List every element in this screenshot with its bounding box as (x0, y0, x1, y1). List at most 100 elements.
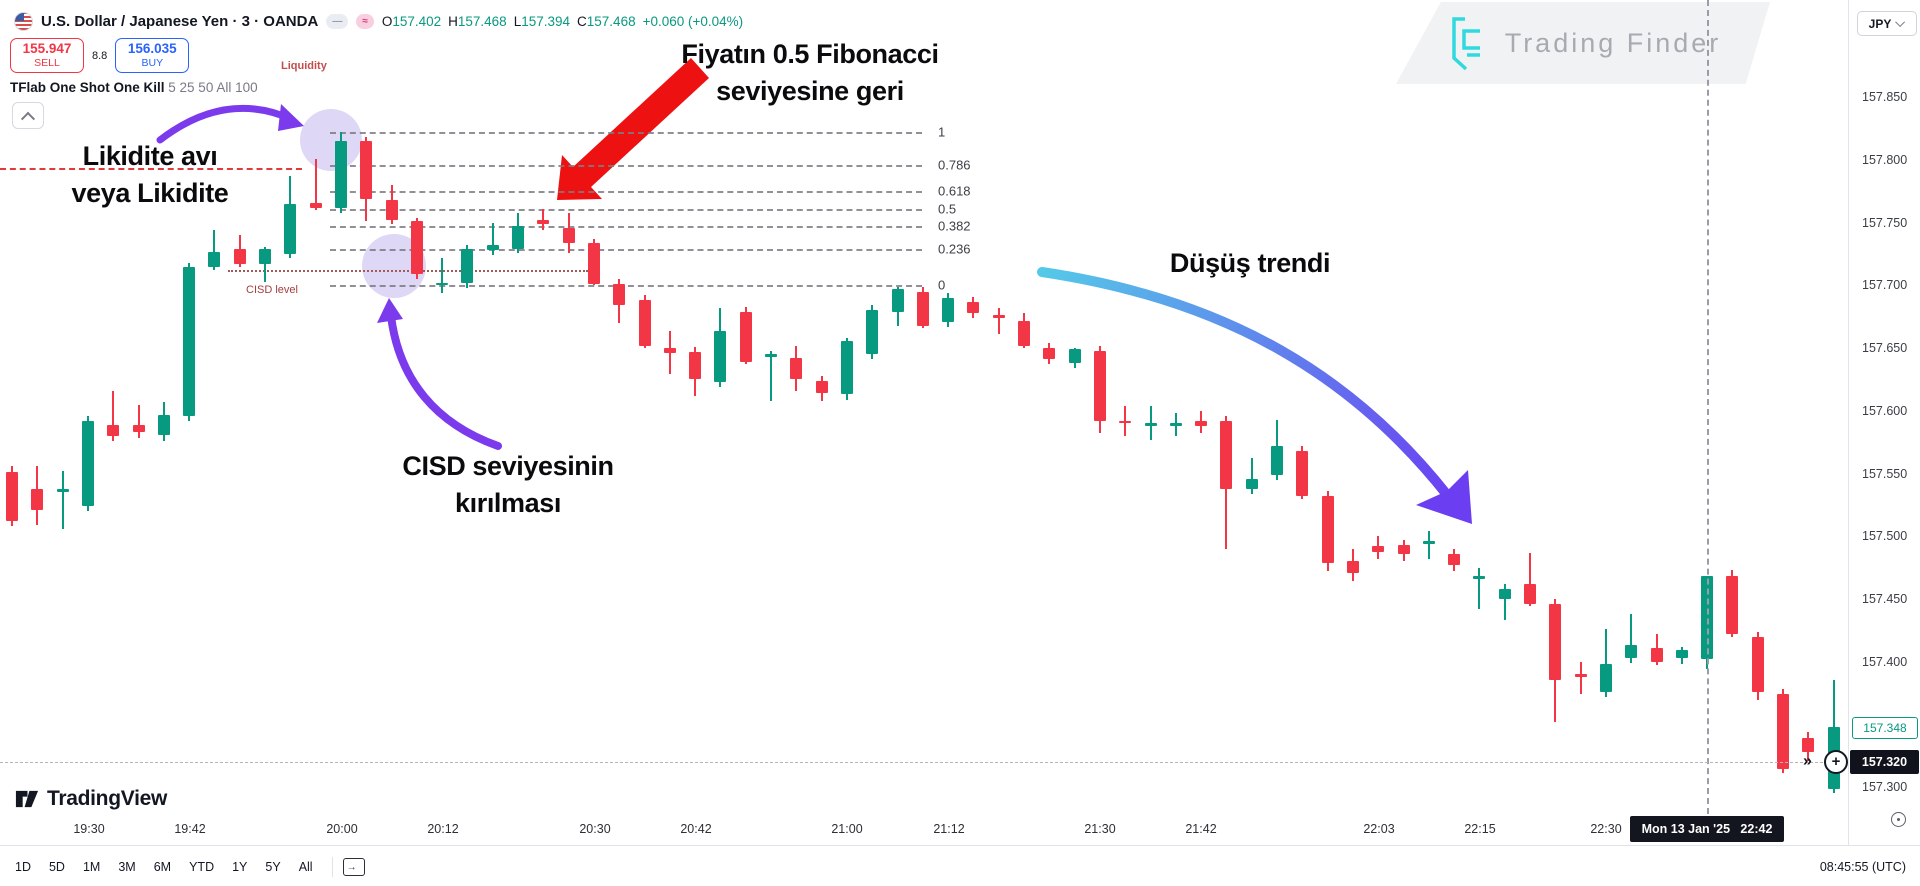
range-button-1m[interactable]: 1M (82, 859, 101, 874)
price-scale-settings-icon[interactable] (1891, 812, 1906, 827)
wave-indicator-pill-icon[interactable]: ≈ (356, 14, 374, 29)
candle-wick (491, 222, 494, 256)
fib-label: 0.382 (938, 218, 971, 234)
buy-button[interactable]: 156.035 BUY (115, 38, 190, 73)
candle (1220, 420, 1233, 489)
time-label: 20:30 (579, 822, 611, 836)
range-button-3m[interactable]: 3M (118, 859, 136, 874)
hidden-indicator-pill-icon[interactable]: — (326, 14, 349, 29)
fib-label: 0.786 (938, 157, 971, 173)
symbol-title-row[interactable]: U.S. Dollar / Japanese Yen · 3 · OANDA —… (14, 12, 743, 31)
tradingview-logo[interactable]: TradingView (14, 786, 167, 812)
time-label: 22:03 (1363, 822, 1395, 836)
candle (1372, 546, 1385, 553)
crosshair-price-label: 157.320 (1850, 749, 1919, 774)
range-button-5d[interactable]: 5D (48, 859, 65, 874)
add-alert-plus-icon[interactable]: + (1824, 749, 1848, 774)
candle (157, 414, 170, 435)
candle (714, 330, 727, 382)
price-tick: 157.750 (1862, 215, 1908, 230)
indicator-legend[interactable]: TFlab One Shot One Kill 5 25 50 All 100 (10, 80, 258, 95)
candle-wick (542, 208, 545, 231)
time-axis[interactable]: 19:30 19:42 20:00 20:12 20:30 20:42 21:00 21:12… (0, 814, 1848, 845)
fib-label: 0.618 (938, 183, 971, 199)
candle-wick (770, 350, 772, 401)
candle (967, 301, 980, 313)
candle-wick (1503, 583, 1506, 621)
price-tick: 157.850 (1862, 90, 1908, 105)
utc-clock[interactable]: 08:45:55 (UTC) (1819, 859, 1906, 874)
candle (1195, 420, 1208, 426)
range-button-ytd[interactable]: YTD (189, 859, 215, 874)
candle (815, 380, 828, 394)
time-label: 20:00 (326, 822, 358, 836)
candle (1751, 636, 1764, 692)
fib-line (330, 226, 922, 229)
candle (562, 227, 575, 243)
candle (840, 340, 853, 395)
sell-button[interactable]: 155.947 SELL (10, 38, 84, 73)
candle (309, 202, 322, 208)
time-label: 19:42 (174, 822, 206, 836)
range-button-5y[interactable]: 5Y (265, 859, 281, 874)
spread-value: 8.8 (90, 48, 110, 63)
range-button-1d[interactable]: 1D (15, 859, 31, 874)
candle-wick (1427, 531, 1430, 559)
candle (1574, 674, 1587, 677)
candle (613, 284, 626, 306)
goto-date-calendar-icon[interactable]: → (342, 857, 365, 876)
candle (739, 311, 752, 362)
candle (107, 424, 120, 436)
candle (689, 351, 702, 380)
range-button-1y[interactable]: 1Y (232, 859, 248, 874)
candle-wick (137, 404, 140, 439)
goto-price-chevrons-icon[interactable]: » (1803, 752, 1812, 770)
cisd-level-line (228, 270, 588, 273)
crosshair-horizontal-line (0, 761, 1848, 763)
time-label: 21:12 (933, 822, 965, 836)
liquidity-indicator-tag: Liquidity (281, 60, 327, 72)
fib-line (330, 165, 922, 168)
candle (638, 300, 651, 346)
watermark-text: Trading Finder (1504, 27, 1722, 58)
candle-wick (1149, 405, 1152, 440)
time-label: 22:15 (1464, 822, 1496, 836)
fib-label: 0 (938, 277, 946, 293)
chart-canvas[interactable]: Trading Finder 1 0.786 0.618 0.5 (0, 0, 1848, 814)
price-scale[interactable]: JPY 157.850 157.800 157.750 157.700 157.650 1… (1848, 0, 1920, 845)
price-tick: 157.300 (1862, 780, 1908, 794)
annotation-layer (156, 58, 1472, 524)
fib-line (330, 132, 922, 135)
candle (1802, 738, 1815, 752)
candle (1650, 647, 1663, 662)
candle-wick (1529, 552, 1531, 607)
candle (259, 249, 271, 265)
candle (916, 291, 929, 326)
range-button-all[interactable]: All (298, 859, 313, 874)
candle (56, 488, 69, 493)
collapse-legend-button[interactable] (12, 102, 44, 129)
candle-wick (1604, 628, 1607, 697)
candle (284, 203, 297, 255)
candle (1498, 588, 1511, 599)
candle (790, 358, 803, 380)
price-tick: 157.550 (1862, 466, 1908, 481)
toolbar-divider (331, 856, 333, 877)
symbol-title[interactable]: U.S. Dollar / Japanese Yen · 3 · OANDA (41, 13, 319, 30)
candle (1549, 603, 1562, 681)
candle-wick (314, 158, 317, 211)
date-range-buttons: 1D 5D 1M 3M 6M YTD 1Y 5Y All (6, 860, 322, 874)
range-button-6m[interactable]: 6M (153, 859, 172, 874)
trading-finder-logo-icon (1451, 17, 1480, 71)
liquidity-level-line (0, 167, 302, 170)
candle (1144, 423, 1157, 426)
currency-selector[interactable]: JPY (1857, 11, 1917, 36)
liquidity-arrow-head (278, 104, 304, 131)
candle-wick (441, 257, 444, 293)
time-label: 21:42 (1185, 822, 1217, 836)
candle (81, 420, 94, 507)
time-label: 21:00 (831, 822, 863, 836)
candle-wick (1579, 661, 1582, 695)
fib-line (330, 208, 922, 211)
candle (385, 200, 398, 221)
